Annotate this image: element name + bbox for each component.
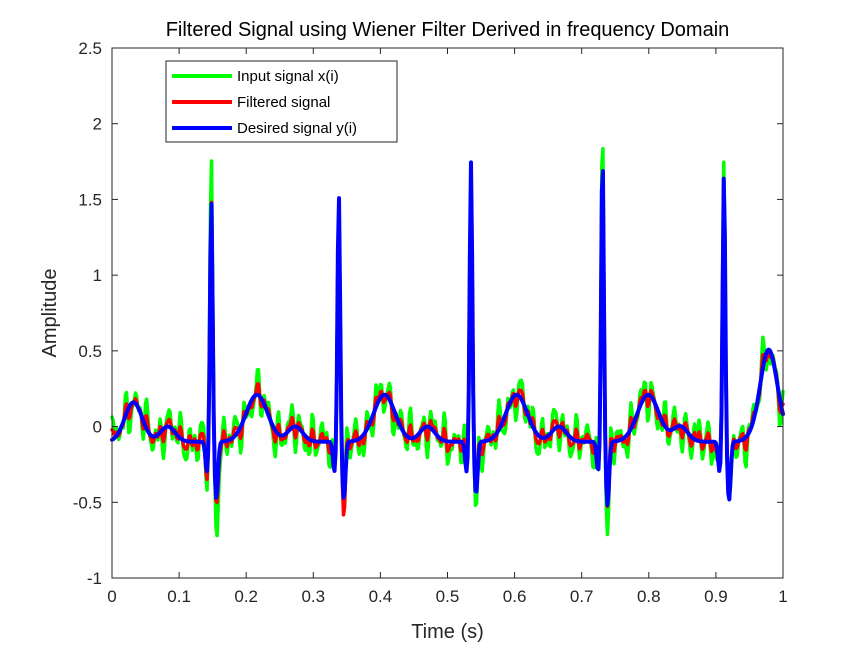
x-tick-label: 0.7 xyxy=(570,587,594,606)
series-desired-line xyxy=(110,160,785,507)
legend: Input signal x(i) Filtered signal Desire… xyxy=(165,60,398,143)
x-tick-label: 0 xyxy=(107,587,116,606)
y-tick-label: 2.5 xyxy=(78,39,102,58)
x-tick-label: 0.4 xyxy=(369,587,393,606)
y-axis-label: Amplitude xyxy=(39,269,61,358)
x-tick-label: 0.5 xyxy=(436,587,460,606)
x-tick-label: 0.6 xyxy=(503,587,527,606)
y-tick-label: 1.5 xyxy=(78,190,102,209)
tick-labels-layer: 0 0.1 0.2 0.3 0.4 0.5 0.6 0.7 0.8 0.9 1 -1 -0.5 0 0.5 1… xyxy=(73,39,788,606)
ticks-layer xyxy=(111,47,784,579)
x-tick-label: 0.3 xyxy=(301,587,325,606)
x-tick-label: 0.8 xyxy=(637,587,661,606)
legend-label-filtered: Filtered signal xyxy=(237,94,330,111)
y-tick-label: 0 xyxy=(93,418,102,437)
chart-title: Filtered Signal using Wiener Filter Deri… xyxy=(166,19,730,41)
y-tick-label: -1 xyxy=(87,569,102,588)
y-tick-label: -0.5 xyxy=(73,493,102,512)
x-tick-label: 1 xyxy=(778,587,787,606)
x-tick-label: 0.9 xyxy=(704,587,728,606)
x-axis-label: Time (s) xyxy=(411,621,484,643)
y-tick-label: 2 xyxy=(93,115,102,134)
x-tick-label: 0.1 xyxy=(167,587,191,606)
x-tick-label: 0.2 xyxy=(234,587,258,606)
legend-label-input: Input signal x(i) xyxy=(237,68,339,85)
y-tick-label: 1 xyxy=(93,266,102,285)
series-layer xyxy=(110,146,785,538)
y-tick-label: 0.5 xyxy=(78,342,102,361)
legend-label-desired: Desired signal y(i) xyxy=(237,120,357,137)
